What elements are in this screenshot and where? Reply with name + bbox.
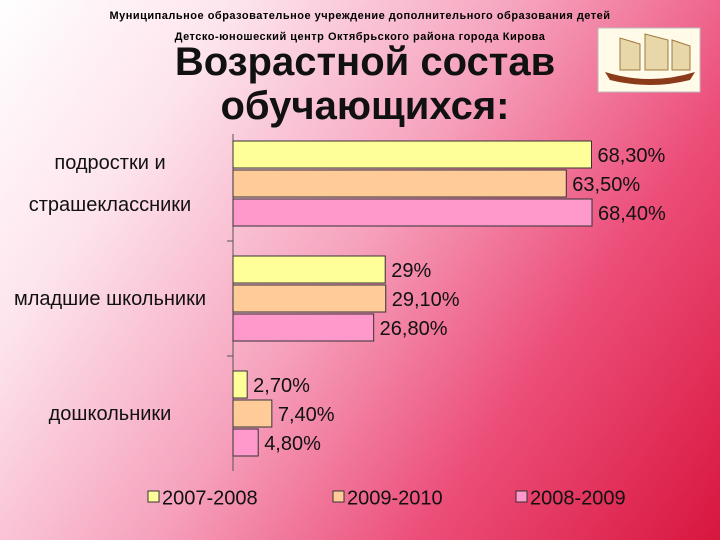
legend-swatch — [515, 490, 528, 503]
chart-title: Возрастной состав обучающихся: — [174, 40, 556, 128]
category-label: младшие школьники — [13, 287, 207, 310]
bar — [232, 428, 259, 457]
value-label: 7,40% — [278, 404, 335, 426]
bar — [232, 198, 593, 227]
legend-swatch — [332, 490, 345, 503]
legend-label: 2007-2008 — [162, 487, 258, 509]
header-line: Муниципальное образовательное учреждение… — [109, 10, 611, 22]
legend-swatch — [147, 490, 160, 503]
bar — [232, 255, 386, 284]
category-label: подростки и страшеклассники — [28, 151, 192, 216]
bar — [232, 370, 248, 399]
value-label: 29,10% — [392, 289, 460, 311]
value-label: 26,80% — [380, 318, 448, 340]
bar — [232, 169, 567, 198]
value-label: 2,70% — [253, 375, 310, 397]
value-label: 68,40% — [598, 203, 666, 225]
value-label: 29% — [391, 260, 431, 282]
legend-label: 2008-2009 — [530, 487, 626, 509]
bar — [232, 399, 273, 428]
bar — [232, 140, 592, 169]
legend-label: 2009-2010 — [347, 487, 443, 509]
category-label: дошкольники — [48, 402, 172, 425]
value-label: 4,80% — [264, 433, 321, 455]
bar — [232, 313, 375, 342]
bar — [232, 284, 387, 313]
header-line: Детско-юношеский центр Октябрьского райо… — [174, 31, 546, 43]
value-label: 63,50% — [572, 174, 640, 196]
ship-icon — [597, 27, 701, 93]
value-label: 68,30% — [597, 145, 665, 167]
